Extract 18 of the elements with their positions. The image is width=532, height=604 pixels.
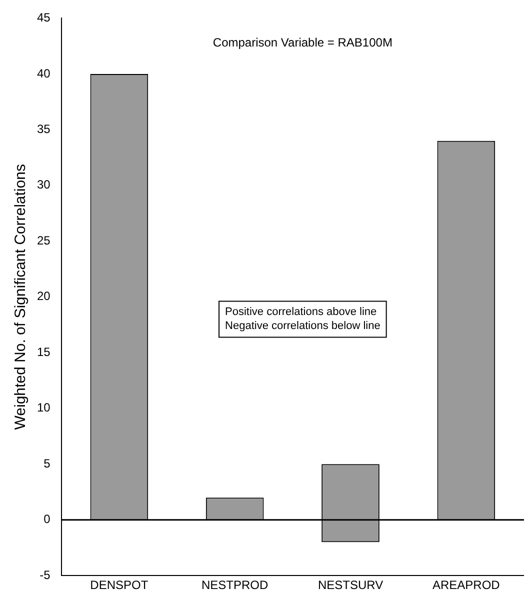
y-tick-label: 0 xyxy=(44,512,51,526)
y-tick-label: 30 xyxy=(36,178,51,192)
x-tick-label: NESTSURV xyxy=(318,578,384,592)
x-tick-label: NESTPROD xyxy=(202,578,269,592)
y-tick-label: 35 xyxy=(36,122,51,136)
y-tick-label: 5 xyxy=(44,456,51,470)
y-tick-label: 15 xyxy=(36,344,51,359)
annotation: Comparison Variable = RAB100M xyxy=(212,36,392,50)
y-tick-label: 10 xyxy=(36,400,51,415)
y-axis-title: Weighted No. of Significant Correlations xyxy=(12,164,30,430)
y-tick-label: 40 xyxy=(36,66,51,80)
y-tick-label: 25 xyxy=(36,233,51,248)
y-tick-label: 20 xyxy=(36,289,51,304)
x-tick-label: AREAPROD xyxy=(432,578,500,592)
x-tick-label: DENSPOT xyxy=(90,578,149,592)
y-tick-label: -5 xyxy=(40,568,51,582)
y-tick-label: 45 xyxy=(36,10,51,25)
annotation: Positive correlations above line Negative correlations below line xyxy=(225,306,380,332)
